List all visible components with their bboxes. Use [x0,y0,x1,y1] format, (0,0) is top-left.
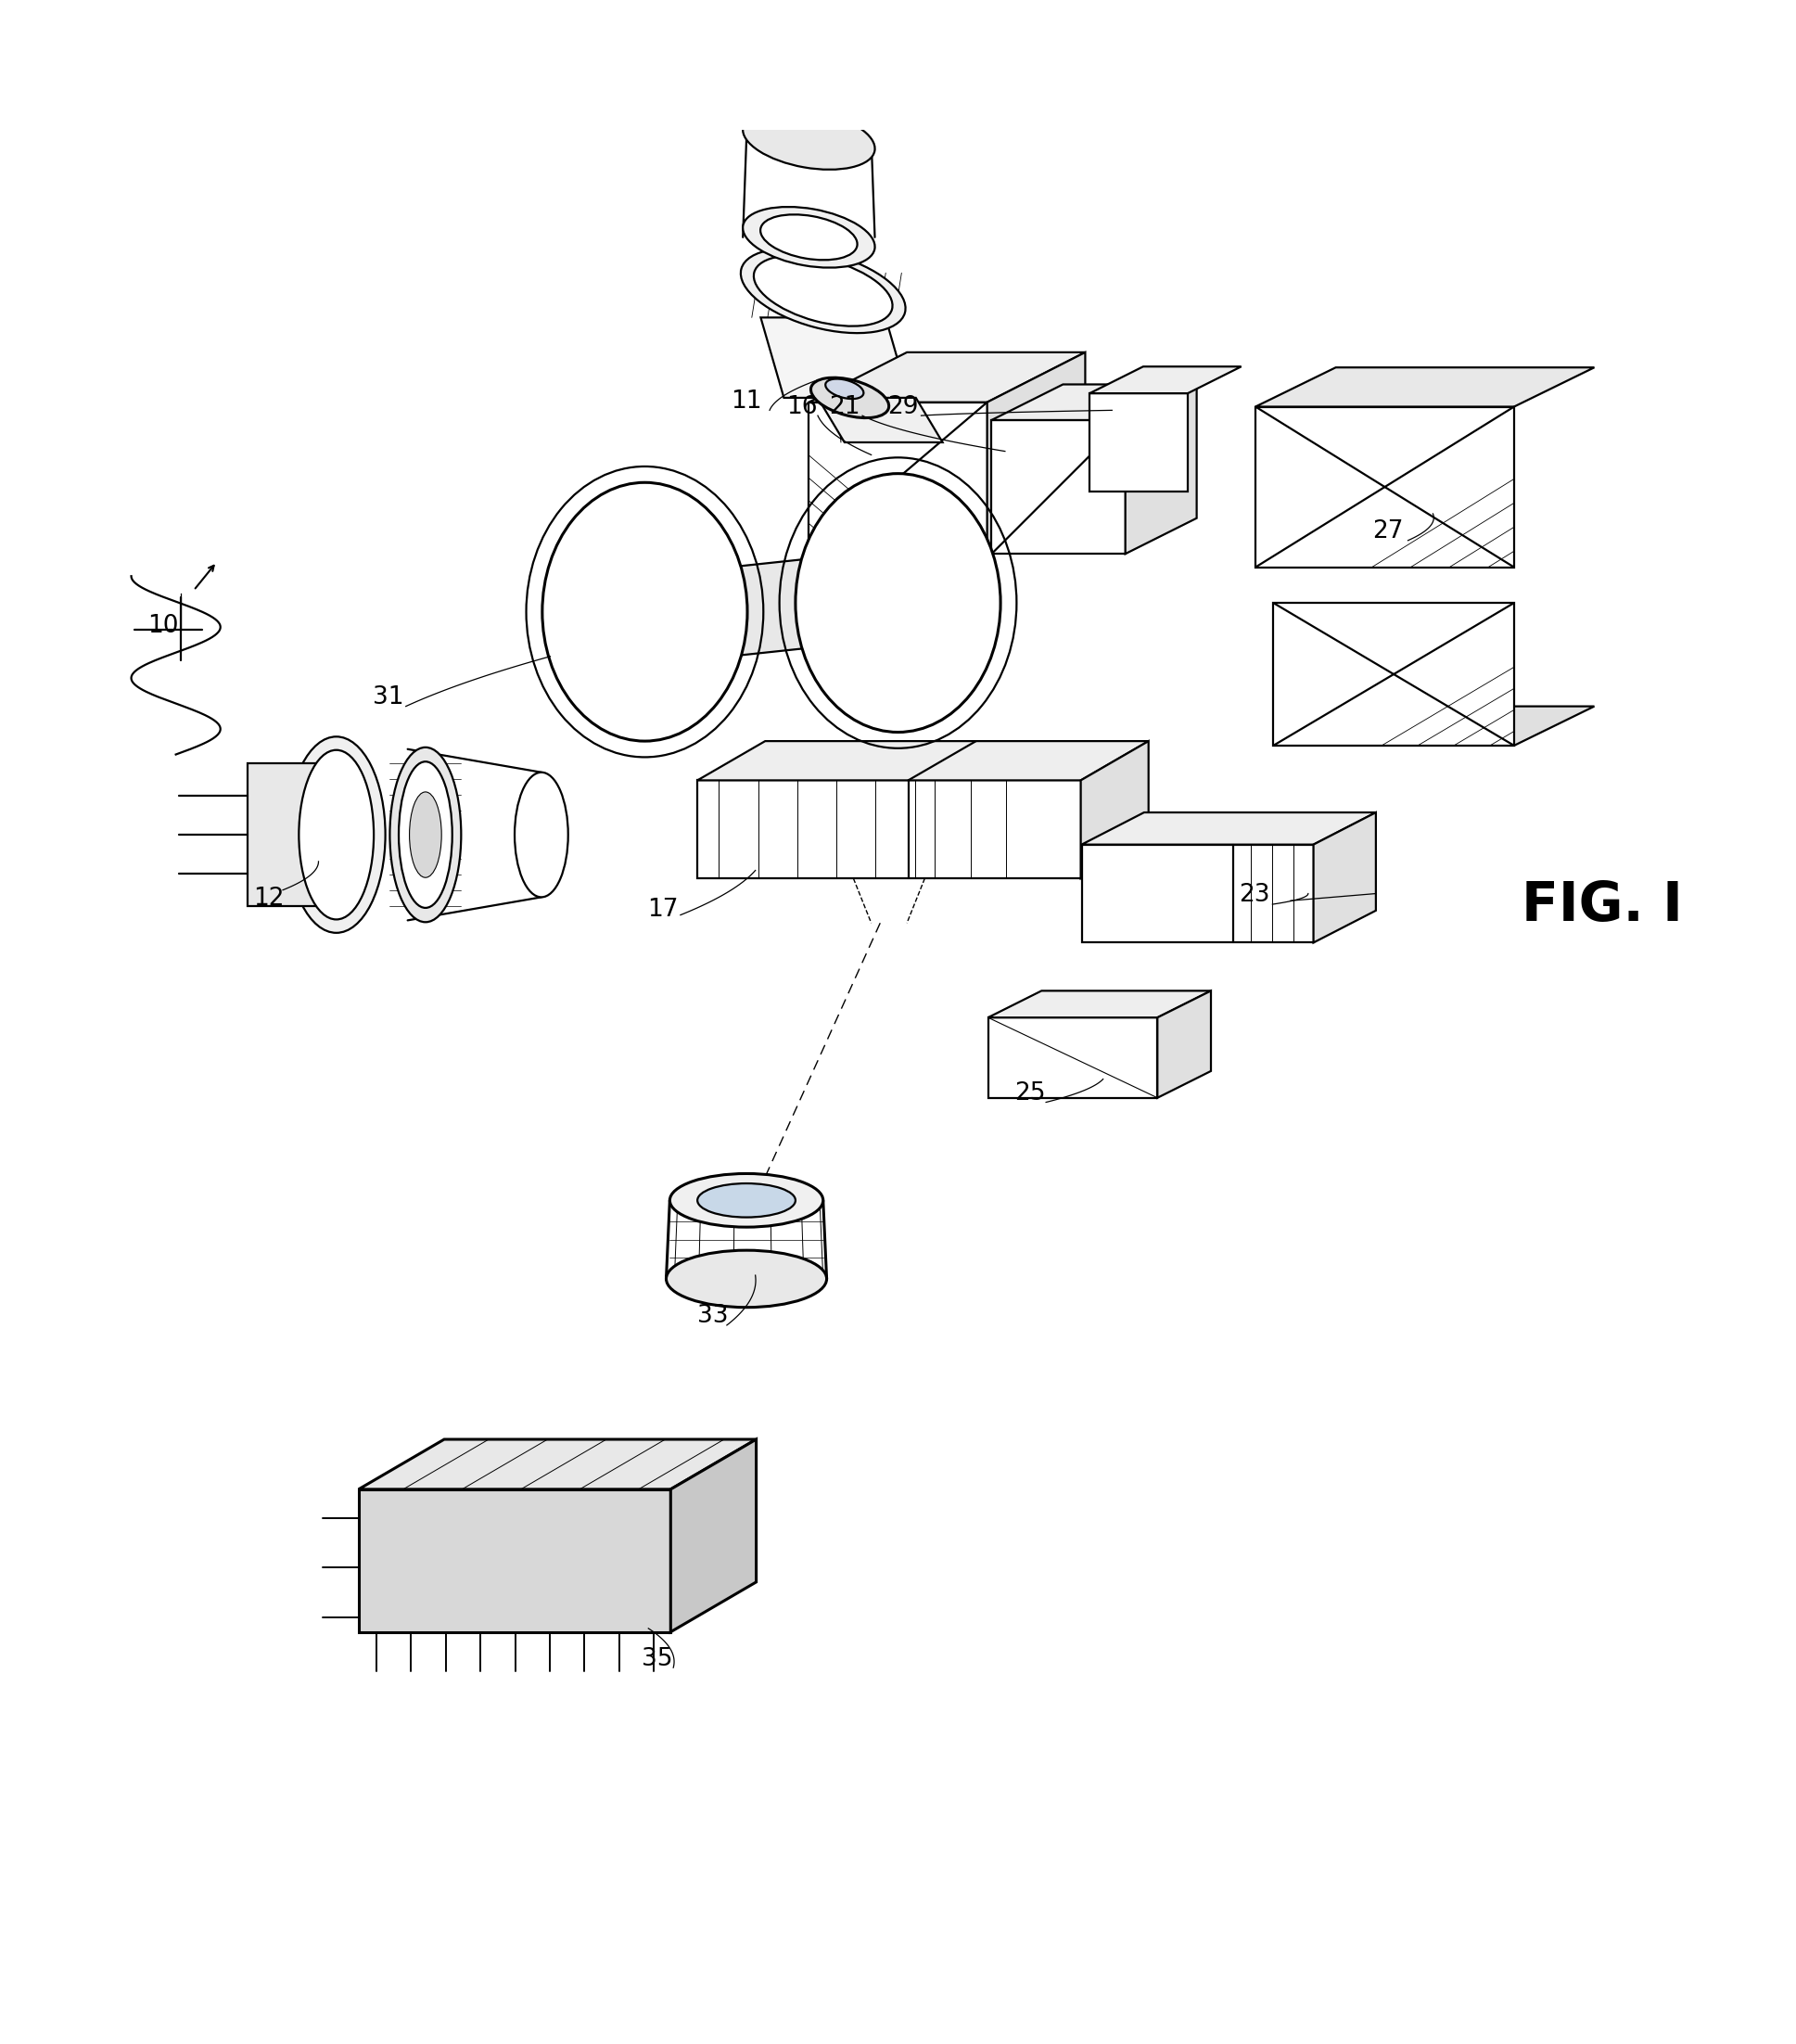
Polygon shape [697,781,1081,879]
Polygon shape [1090,366,1241,392]
Text: 31: 31 [372,685,404,709]
Text: 29: 29 [887,394,920,419]
Ellipse shape [697,1183,796,1218]
Polygon shape [1081,844,1313,942]
Polygon shape [988,991,1211,1018]
Ellipse shape [754,256,893,327]
Ellipse shape [390,748,462,922]
Ellipse shape [670,1173,823,1226]
Text: 21: 21 [830,394,860,419]
Polygon shape [248,762,318,905]
Text: 16: 16 [787,394,817,419]
Polygon shape [991,384,1196,421]
Ellipse shape [399,762,453,908]
Ellipse shape [744,206,875,268]
Polygon shape [359,1439,756,1490]
Ellipse shape [796,474,1000,732]
Text: 25: 25 [1015,1081,1045,1106]
Ellipse shape [740,249,905,333]
Polygon shape [1255,407,1514,566]
Polygon shape [359,1490,670,1631]
Polygon shape [670,1439,756,1631]
Polygon shape [808,352,1085,403]
Polygon shape [1126,384,1196,554]
Ellipse shape [666,1251,826,1308]
Text: 23: 23 [1239,883,1270,908]
Text: FIG. I: FIG. I [1521,879,1683,932]
Polygon shape [1090,392,1187,491]
Ellipse shape [287,736,386,932]
Polygon shape [1081,742,1148,879]
Ellipse shape [760,215,857,260]
Ellipse shape [409,791,442,877]
Polygon shape [991,421,1126,554]
Polygon shape [1273,707,1595,746]
Polygon shape [697,742,1148,781]
Text: 35: 35 [641,1647,674,1670]
Polygon shape [729,558,814,656]
Ellipse shape [744,108,875,170]
Polygon shape [808,403,988,554]
Ellipse shape [542,482,747,742]
Text: 17: 17 [647,897,679,922]
Text: 11: 11 [731,388,762,413]
Ellipse shape [515,773,568,897]
Ellipse shape [810,378,889,417]
Polygon shape [817,399,943,442]
Text: 12: 12 [253,887,284,912]
Polygon shape [1157,991,1211,1098]
Polygon shape [1313,811,1376,942]
Polygon shape [988,352,1085,554]
Ellipse shape [298,750,374,920]
Polygon shape [1081,811,1376,844]
Polygon shape [1273,603,1514,746]
Polygon shape [1255,368,1595,407]
Text: 27: 27 [1372,519,1404,544]
Polygon shape [762,317,909,399]
Text: 10: 10 [147,613,180,638]
Ellipse shape [826,378,864,399]
Polygon shape [988,1018,1157,1098]
Text: 33: 33 [697,1304,727,1329]
